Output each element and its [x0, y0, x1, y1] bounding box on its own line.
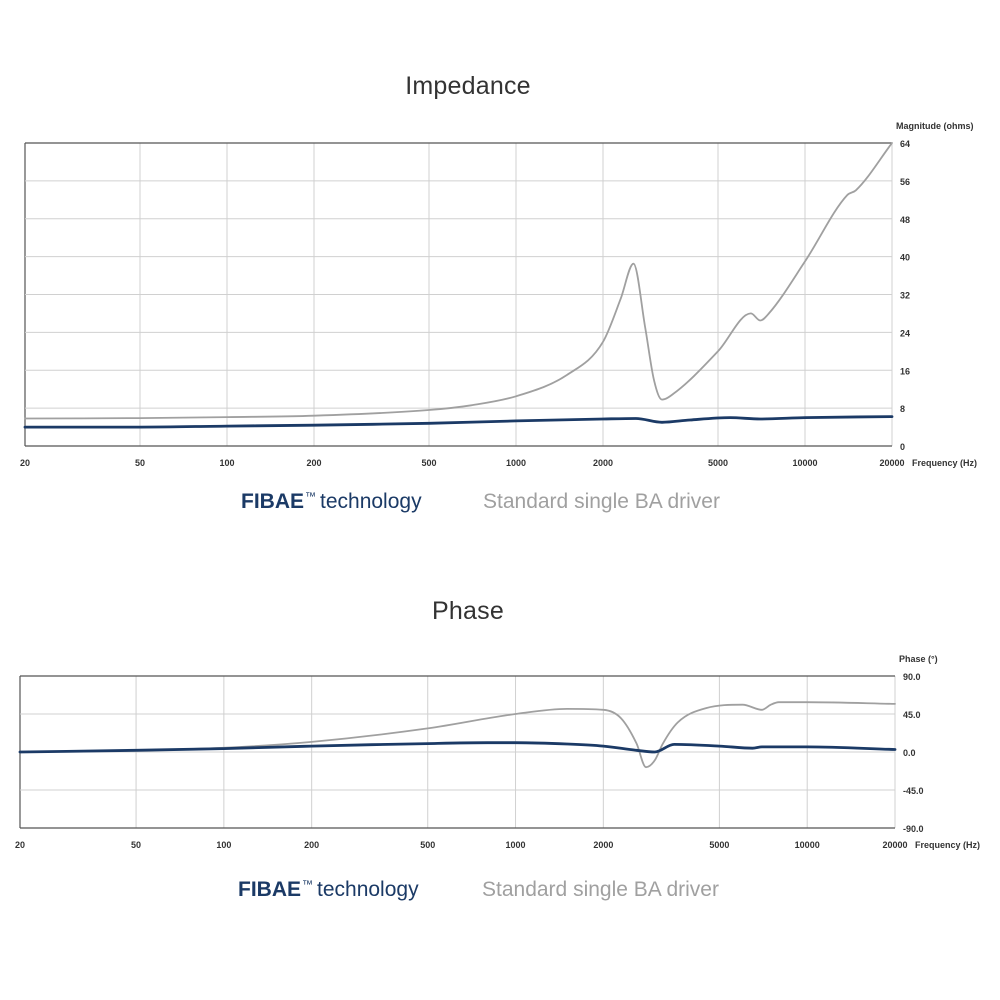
impedance-y-tick-label: 40 [900, 253, 910, 263]
impedance-chart: 20 50 100 200 500 1000 2000 5000 10000 20000 0 8 16 2… [20, 121, 977, 468]
impedance-y-tick-label: 8 [900, 404, 905, 414]
phase-series-fibae-line [18, 741, 897, 754]
impedance-y-tick-label: 48 [900, 215, 910, 225]
impedance-y-tick-label: 56 [900, 177, 910, 187]
impedance-legend-fibae: FIBAE™ technology [241, 490, 422, 514]
phase-y-tick-label: -45.0 [903, 786, 924, 796]
impedance-x-tick-label: 2000 [593, 458, 613, 468]
phase-title: Phase [432, 597, 504, 625]
impedance-x-tick-label: 20000 [879, 458, 904, 468]
impedance-y-tick-label: 16 [900, 366, 910, 376]
impedance-x-axis-title: Frequency (Hz) [912, 458, 977, 468]
phase-x-axis-title: Frequency (Hz) [915, 840, 980, 850]
phase-y-axis-title: Phase (°) [899, 654, 938, 664]
legend-fibae-brand: FIBAE [241, 490, 304, 513]
phase-chart: 20 50 100 200 500 1000 2000 5000 10000 20000 90.0 4… [15, 654, 980, 850]
impedance-x-tick-label: 5000 [708, 458, 728, 468]
impedance-series-standard-line [24, 142, 893, 420]
phase-x-tick-label: 5000 [709, 840, 729, 850]
phase-x-tick-label: 2000 [593, 840, 613, 850]
impedance-y-tick-label: 0 [900, 442, 905, 452]
legend-fibae-rest: technology [317, 878, 419, 901]
phase-x-tick-label: 50 [131, 840, 141, 850]
phase-x-tick-label: 100 [216, 840, 231, 850]
impedance-y-tick-label: 32 [900, 291, 910, 301]
impedance-series-fibae-line [23, 415, 894, 429]
legend-fibae-tm: ™ [305, 491, 316, 503]
legend-fibae-rest: technology [320, 490, 422, 513]
legend-fibae-brand: FIBAE [238, 878, 301, 901]
phase-y-tick-label: -90.0 [903, 824, 924, 834]
legend-fibae-tm: ™ [302, 879, 313, 891]
impedance-y-tick-label: 64 [900, 139, 910, 149]
phase-x-tick-label: 200 [304, 840, 319, 850]
impedance-x-tick-label: 10000 [792, 458, 817, 468]
phase-x-tick-label: 10000 [795, 840, 820, 850]
impedance-x-tick-label: 500 [421, 458, 436, 468]
impedance-title: Impedance [405, 72, 531, 100]
impedance-y-axis-title: Magnitude (ohms) [896, 121, 974, 131]
phase-x-tick-label: 20000 [882, 840, 907, 850]
phase-y-tick-label: 0.0 [903, 748, 916, 758]
impedance-x-tick-label: 50 [135, 458, 145, 468]
impedance-x-tick-label: 200 [306, 458, 321, 468]
impedance-x-tick-label: 20 [20, 458, 30, 468]
phase-y-tick-label: 45.0 [903, 710, 921, 720]
phase-x-tick-label: 500 [420, 840, 435, 850]
phase-x-tick-label: 1000 [506, 840, 526, 850]
phase-legend-standard: Standard single BA driver [482, 878, 719, 901]
impedance-legend-standard: Standard single BA driver [483, 490, 720, 513]
phase-x-tick-label: 20 [15, 840, 25, 850]
phase-legend-fibae: FIBAE™ technology [238, 878, 419, 902]
phase-y-tick-label: 90.0 [903, 672, 921, 682]
impedance-x-tick-label: 100 [219, 458, 234, 468]
impedance-x-tick-label: 1000 [506, 458, 526, 468]
impedance-y-tick-label: 24 [900, 328, 910, 338]
phase-series-standard-line [19, 701, 896, 769]
